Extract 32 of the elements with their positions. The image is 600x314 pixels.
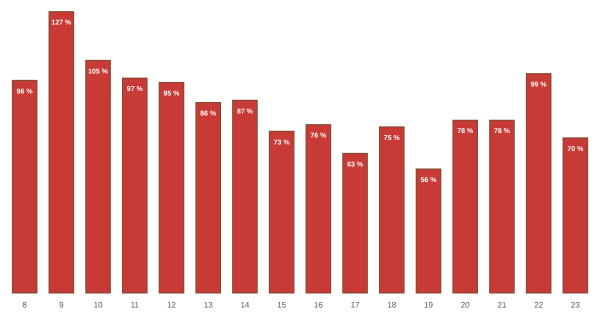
bar — [122, 78, 148, 294]
x-tick-label: 10 — [94, 300, 104, 310]
x-tick-label: 14 — [240, 300, 250, 310]
x-tick-label: 21 — [497, 300, 507, 310]
bar — [562, 137, 588, 294]
x-tick-label: 23 — [570, 300, 580, 310]
x-tick-label: 15 — [277, 300, 287, 310]
x-tick-label: 9 — [59, 300, 64, 310]
bar — [48, 11, 74, 294]
bar — [342, 152, 368, 294]
x-tick-label: 18 — [387, 300, 397, 310]
x-tick-label: 11 — [130, 300, 140, 310]
bar — [232, 100, 258, 294]
x-tick-label: 17 — [350, 300, 360, 310]
x-tick-label: 8 — [22, 300, 28, 310]
x-tick-label: 22 — [534, 300, 544, 310]
bar — [416, 168, 442, 294]
x-tick-label: 20 — [460, 300, 470, 310]
bar — [268, 130, 294, 294]
bar — [158, 82, 184, 294]
bar — [526, 73, 552, 294]
bar — [378, 126, 405, 294]
x-tick-label: 16 — [314, 300, 324, 310]
bar — [12, 80, 38, 294]
bar — [489, 120, 515, 294]
x-tick-label: 19 — [424, 300, 434, 310]
x-tick-label: 13 — [204, 300, 214, 310]
bar — [452, 120, 478, 294]
bar — [195, 102, 222, 294]
x-tick-label: 12 — [167, 300, 176, 310]
bar — [85, 60, 111, 294]
bar — [306, 124, 332, 294]
